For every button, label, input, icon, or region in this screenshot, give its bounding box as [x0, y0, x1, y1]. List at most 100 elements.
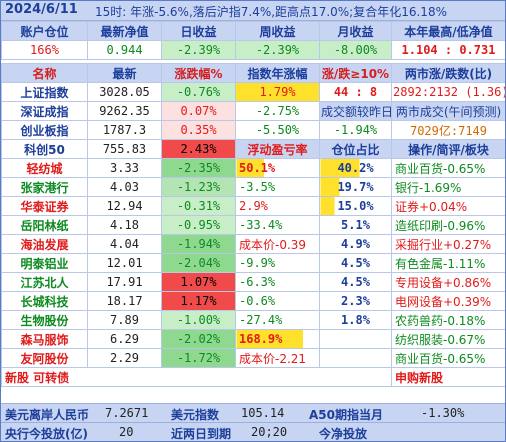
turnover-change: -1.94% [319, 120, 392, 140]
stock-change: 1.07% [161, 272, 236, 292]
due-label: 近两日到期 [171, 427, 232, 441]
stock-change: -0.31% [161, 196, 236, 216]
stock-share-text: 40.2% [337, 161, 374, 175]
index-latest: 1787.3 [87, 120, 162, 140]
stock-price: 12.01 [87, 253, 162, 273]
index-latest: 3028.05 [87, 82, 162, 102]
header-position: 账户仓位 [1, 21, 88, 41]
index-row: 上证指数 3028.05 -0.76% 1.79% 44 : 8 2892:21… [1, 82, 505, 102]
stock-row: 明泰铝业 12.01 -2.04% -9.9% 4.5% 有色金属-1.11% [1, 253, 505, 273]
stock-sector: 有色金属-1.11% [391, 253, 505, 273]
due-value: 20;20 [251, 425, 288, 439]
summary-text: 15时: 年涨-5.6%,落后沪指7.4%,距高点17.0%;复合年化16.18… [95, 5, 447, 19]
account-values-row: 166% 0.944 -2.39% -2.39% -8.00% 1.104 : … [1, 40, 505, 60]
stock-name[interactable]: 岳阳林纸 [1, 215, 88, 235]
stock-share-text: 15.0% [337, 199, 374, 213]
stock-share: 5.1% [319, 215, 392, 235]
stock-row: 岳阳林纸 4.18 -0.95% -33.4% 5.1% 造纸印刷-0.96% [1, 215, 505, 235]
header-market-updown: 两市涨/跌数(比) [391, 63, 505, 83]
index-name[interactable]: 创业板指 [1, 120, 88, 140]
title-bar: 2024/6/11 15时: 年涨-5.6%,落后沪指7.4%,距高点17.0%… [1, 1, 505, 21]
header-month: 月收益 [319, 21, 392, 41]
stock-sector: 商业百货-0.65% [391, 158, 505, 178]
stock-name[interactable]: 友阿股份 [1, 348, 88, 368]
index-name[interactable]: 上证指数 [1, 82, 88, 102]
stock-pnl: 168.9% [235, 329, 320, 349]
stock-share: 4.5% [319, 272, 392, 292]
header-day: 日收益 [161, 21, 236, 41]
stock-price: 12.94 [87, 196, 162, 216]
stock-row: 轻纺城 3.33 -2.35% 50.1% 40.2% 商业百货-0.65% [1, 158, 505, 178]
new-shares-label[interactable]: 新股 可转债 [1, 367, 392, 387]
index-annual: -5.50% [235, 120, 320, 140]
stock-price: 17.91 [87, 272, 162, 292]
stock-price: 3.33 [87, 158, 162, 178]
stock-change: -1.72% [161, 348, 236, 368]
stock-share [319, 348, 392, 368]
subscribe-new-shares[interactable]: 申购新股 [391, 367, 505, 387]
stock-share: 4.5% [319, 253, 392, 273]
day-return: -2.39% [161, 40, 236, 60]
header-week: 周收益 [235, 21, 320, 41]
net-injection-label: 今净投放 [319, 427, 368, 441]
stock-sector: 纺织服装-0.67% [391, 329, 505, 349]
stock-name[interactable]: 长城科技 [1, 291, 88, 311]
stock-name[interactable]: 华泰证券 [1, 196, 88, 216]
index-change: 0.07% [161, 101, 236, 121]
stock-change: -1.94% [161, 234, 236, 254]
stock-name[interactable]: 明泰铝业 [1, 253, 88, 273]
stock-name[interactable]: 生物股份 [1, 310, 88, 330]
stock-name[interactable]: 江苏北人 [1, 272, 88, 292]
stock-name[interactable]: 轻纺城 [1, 158, 88, 178]
header-latest: 最新 [87, 63, 162, 83]
stock-row: 生物股份 7.89 -1.00% -27.4% 1.8% 农药兽药-0.18% [1, 310, 505, 330]
stock-name[interactable]: 海油发展 [1, 234, 88, 254]
stock-change: -1.23% [161, 177, 236, 197]
index-change: 0.35% [161, 120, 236, 140]
stock-pnl: -9.9% [235, 253, 320, 273]
stock-pnl: 2.9% [235, 196, 320, 216]
stock-name[interactable]: 森马服饰 [1, 329, 88, 349]
omo-label: 央行今投放(亿) [5, 427, 88, 441]
stock-share-text: 19.7% [337, 180, 374, 194]
stock-sector: 专用设备+0.86% [391, 272, 505, 292]
stock-name[interactable]: 张家港行 [1, 177, 88, 197]
stock-change: -0.95% [161, 215, 236, 235]
header-name: 名称 [1, 63, 88, 83]
stock-sector: 电网设备+0.39% [391, 291, 505, 311]
stock-pnl: 50.1% [235, 158, 320, 178]
index-change: -0.76% [161, 82, 236, 102]
a50-label: A50期指当月 [309, 408, 383, 422]
stock-share: 1.8% [319, 310, 392, 330]
index-change: 2.43% [161, 139, 236, 159]
stock-pnl: -6.3% [235, 272, 320, 292]
stock-pnl: -3.5% [235, 177, 320, 197]
stock-change: -1.00% [161, 310, 236, 330]
header-pnl: 浮动盈亏率 [235, 139, 320, 159]
stock-pnl-text: 50.1% [239, 161, 276, 175]
dxy-value: 105.14 [241, 406, 285, 420]
stock-price: 18.17 [87, 291, 162, 311]
month-return: -8.00% [319, 40, 392, 60]
high-low-value: 1.104 : 0.731 [391, 40, 505, 60]
market-breadth: 2892:2132 (1.36) [391, 82, 505, 102]
stock-pnl-text: 168.9% [239, 332, 283, 346]
stock-price: 6.29 [87, 329, 162, 349]
turnover-label: 成交额较昨日 [319, 101, 392, 121]
header-change: 涨跌幅% [161, 63, 236, 83]
stock-share [319, 329, 392, 349]
stock-pnl: 成本价-0.39 [235, 234, 320, 254]
turnover-value: 7029亿:7149 [391, 120, 505, 140]
account-table: 账户仓位 最新净值 日收益 周收益 月收益 本年最高/低净值 166% 0.94… [1, 21, 505, 60]
account-header-row: 账户仓位 最新净值 日收益 周收益 月收益 本年最高/低净值 [1, 21, 505, 41]
stock-row: 江苏北人 17.91 1.07% -6.3% 4.5% 专用设备+0.86% [1, 272, 505, 292]
index-name[interactable]: 深证成指 [1, 101, 88, 121]
stock-price: 4.18 [87, 215, 162, 235]
stock-row: 长城科技 18.17 1.17% -0.6% 2.3% 电网设备+0.39% [1, 291, 505, 311]
stock-change: -2.35% [161, 158, 236, 178]
stock-share: 15.0% [319, 196, 392, 216]
stock-pnl: -27.4% [235, 310, 320, 330]
index-annual: -2.75% [235, 101, 320, 121]
index-name[interactable]: 科创50 [1, 139, 88, 159]
